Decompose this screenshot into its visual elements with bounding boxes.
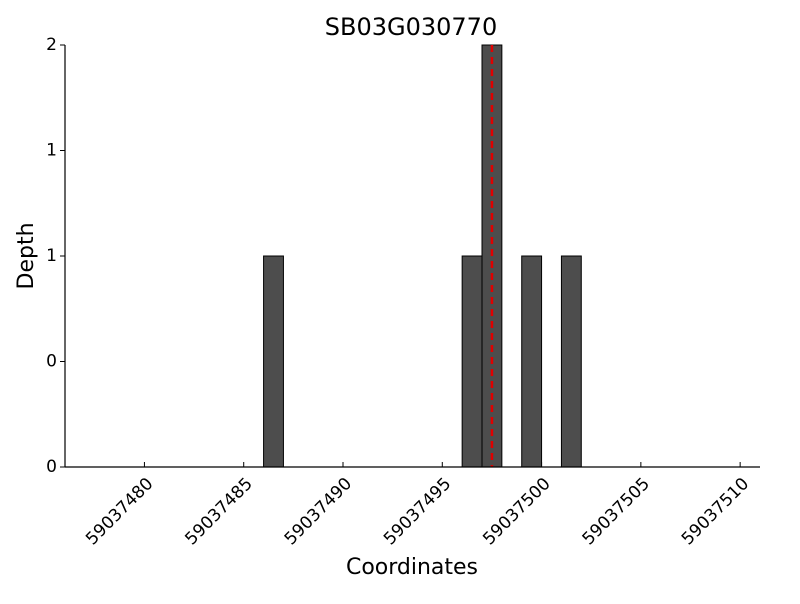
y-tick-label: 0 (46, 457, 57, 477)
bar (521, 255, 543, 468)
x-tick-label: 59037490 (281, 474, 356, 549)
x-tick-label: 59037495 (380, 474, 455, 549)
chart-title: SB03G030770 (325, 13, 497, 41)
x-tick-label: 59037510 (678, 474, 753, 549)
bar (560, 255, 582, 468)
x-axis-label: Coordinates (346, 555, 478, 580)
bar (461, 255, 483, 468)
y-tick-label: 1 (46, 141, 57, 161)
x-tick-label: 59037480 (82, 474, 157, 549)
x-tick-label: 59037485 (181, 474, 256, 549)
x-tick-label: 59037505 (579, 474, 654, 549)
y-tick-label: 2 (46, 35, 57, 55)
y-tick-label: 1 (46, 246, 57, 266)
x-tick-label: 59037500 (479, 474, 554, 549)
y-axis-label: Depth (14, 222, 39, 289)
y-tick-label: 0 (46, 352, 57, 372)
bar (263, 255, 284, 468)
